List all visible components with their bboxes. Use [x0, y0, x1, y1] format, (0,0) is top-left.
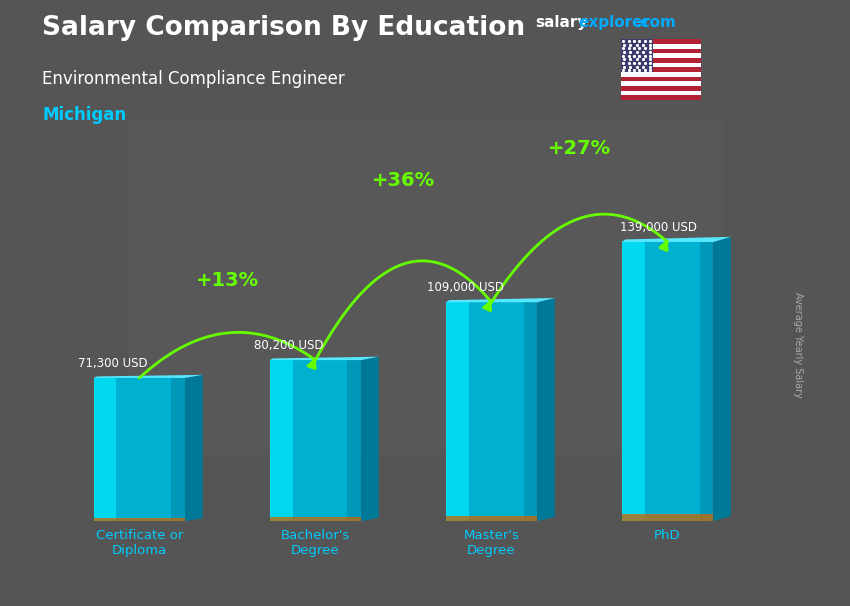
Text: Average Yearly Salary: Average Yearly Salary [793, 293, 803, 398]
Text: 109,000 USD: 109,000 USD [427, 281, 503, 294]
Bar [128, 121, 722, 454]
Text: .com: .com [636, 15, 677, 30]
Polygon shape [621, 242, 644, 521]
Bar [620, 44, 701, 48]
Bar [620, 39, 701, 44]
Bar [620, 62, 701, 67]
Polygon shape [94, 378, 116, 521]
Polygon shape [700, 242, 713, 521]
Polygon shape [537, 298, 555, 521]
Polygon shape [348, 360, 361, 521]
Bar [620, 86, 701, 91]
Text: explorer: explorer [579, 15, 651, 30]
Polygon shape [445, 516, 537, 521]
Polygon shape [269, 517, 361, 521]
Polygon shape [292, 360, 361, 521]
Polygon shape [94, 375, 202, 378]
Text: 71,300 USD: 71,300 USD [78, 357, 148, 370]
Text: +13%: +13% [196, 271, 259, 290]
Text: +36%: +36% [372, 171, 435, 190]
Bar [620, 48, 701, 53]
Text: salary: salary [536, 15, 588, 30]
Polygon shape [445, 302, 468, 521]
Polygon shape [445, 298, 555, 302]
Polygon shape [361, 357, 379, 521]
Polygon shape [116, 378, 185, 521]
Bar [620, 77, 701, 81]
Bar [620, 39, 653, 72]
Polygon shape [524, 302, 537, 521]
Polygon shape [621, 514, 713, 521]
Text: Michigan: Michigan [42, 106, 127, 124]
Polygon shape [185, 375, 202, 521]
Text: Salary Comparison By Education: Salary Comparison By Education [42, 15, 525, 41]
Text: Environmental Compliance Engineer: Environmental Compliance Engineer [42, 70, 345, 88]
Polygon shape [621, 237, 731, 242]
Polygon shape [269, 357, 379, 360]
Polygon shape [269, 360, 292, 521]
Text: 80,200 USD: 80,200 USD [254, 339, 324, 352]
Bar [620, 95, 701, 100]
Text: 139,000 USD: 139,000 USD [620, 221, 697, 234]
Polygon shape [468, 302, 537, 521]
Polygon shape [644, 242, 713, 521]
Text: +27%: +27% [548, 139, 611, 158]
Polygon shape [172, 378, 185, 521]
Bar [620, 67, 701, 72]
Polygon shape [94, 518, 185, 521]
Polygon shape [713, 237, 731, 521]
Bar [620, 53, 701, 58]
Bar [620, 81, 701, 86]
Bar [620, 91, 701, 95]
Bar [620, 58, 701, 62]
Bar [620, 72, 701, 77]
